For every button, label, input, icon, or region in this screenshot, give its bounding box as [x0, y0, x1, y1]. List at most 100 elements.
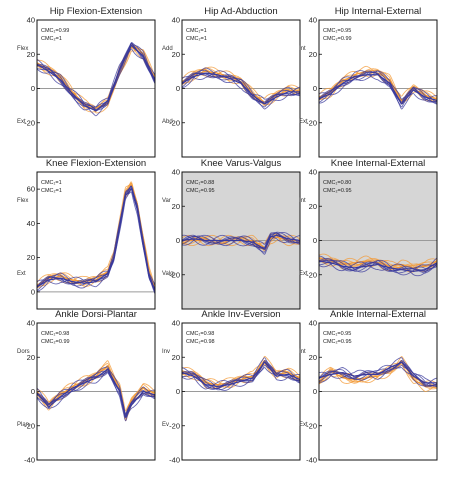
positive-direction-label: Dors	[17, 349, 30, 355]
plot-frame	[318, 19, 438, 158]
y-tick-label: 0	[313, 387, 317, 396]
y-tick-label: 20	[27, 353, 35, 362]
series-blue-line	[318, 357, 438, 387]
y-tick-label: 20	[172, 353, 180, 362]
negative-direction-label: Ext	[299, 271, 308, 277]
series-blue-line	[181, 232, 301, 248]
subplot-2: Hip Internal-External 40 20 0 -20 Int Ext CMC₁=…	[299, 6, 438, 158]
y-tick-label: 0	[31, 287, 35, 296]
series-orange-line	[181, 233, 301, 247]
series-blue-line	[318, 258, 438, 274]
y-tick-label: 0	[313, 84, 317, 93]
cmc-annotation: CMC₂=1	[41, 188, 62, 194]
series-blue-line	[36, 368, 156, 417]
plot-frame	[318, 171, 438, 310]
subplot-4: Knee Varus-Valgus 40 20 0 -20 Var Valg CMC₁=0.8…	[162, 158, 301, 310]
subplot-8: Ankle Internal-External 40 20 0 -20 -40 Int Ext…	[299, 309, 438, 465]
plot-frame	[181, 19, 301, 158]
cmc-annotation: CMC₁=0.95	[323, 331, 351, 337]
series-blue-line	[318, 259, 438, 272]
y-tick-label: 20	[309, 202, 317, 211]
plot-frame	[36, 171, 156, 310]
y-tick-label: -20	[169, 421, 180, 430]
subplot-7: Ankle Inv-Eversion 40 20 0 -20 -40 Inv Ev CMC₁=0…	[162, 309, 301, 465]
positive-direction-label: Flex	[17, 46, 28, 52]
plot-frame	[181, 171, 301, 310]
y-tick-label: -20	[24, 421, 35, 430]
panel-title: Ankle Internal-External	[330, 309, 426, 320]
cmc-annotation: CMC₂=0.95	[323, 339, 352, 345]
plot-frame	[181, 322, 301, 461]
panel-title: Knee Flexion-Extension	[46, 158, 146, 169]
series-blue-line	[318, 70, 438, 101]
subplot-6: Ankle Dorsi-Plantar 40 20 0 -20 -40 Dors Plan CM…	[17, 309, 156, 465]
y-tick-label: 40	[309, 168, 317, 177]
series-blue-line	[36, 372, 156, 414]
series-blue-line	[318, 260, 438, 274]
cmc-annotation: CMC₂=0.99	[41, 339, 70, 345]
y-tick-label: 0	[176, 84, 180, 93]
negative-direction-label: Valg	[162, 271, 174, 277]
y-tick-label: -40	[306, 456, 317, 465]
panel-title: Hip Ad-Abduction	[204, 6, 277, 17]
series-blue-line	[318, 255, 438, 277]
y-tick-label: 40	[27, 16, 35, 25]
cmc-annotation: CMC₁=1	[186, 28, 207, 34]
negative-direction-label: Ext	[17, 119, 26, 125]
y-tick-label: 20	[309, 50, 317, 59]
y-tick-label: -40	[24, 456, 35, 465]
y-tick-label: -40	[169, 456, 180, 465]
series-blue-line	[318, 70, 438, 108]
cmc-annotation: CMC₁=1	[41, 180, 62, 186]
series-blue-line	[181, 364, 301, 391]
series-blue-line	[36, 371, 156, 416]
cmc-annotation: CMC₂=0.95	[323, 188, 352, 194]
y-tick-label: 20	[309, 353, 317, 362]
y-tick-label: 60	[27, 185, 35, 194]
series-blue-line	[181, 234, 301, 247]
subplot-5: Knee Internal-External 40 20 0 -20 Int Ext CMC₁…	[299, 158, 438, 310]
series-blue-line	[181, 70, 301, 101]
series-blue-line	[36, 42, 156, 112]
y-tick-label: 40	[309, 16, 317, 25]
y-tick-label: 20	[172, 50, 180, 59]
series-blue-line	[36, 191, 156, 288]
y-tick-label: 20	[172, 202, 180, 211]
series-blue-line	[36, 48, 156, 117]
positive-direction-label: Var	[162, 198, 171, 204]
panel-title: Ankle Dorsi-Plantar	[55, 309, 137, 320]
panel-title: Hip Flexion-Extension	[50, 6, 142, 17]
series-orange-line	[181, 361, 301, 389]
y-tick-label: -20	[306, 118, 317, 127]
cmc-annotation: CMC₁=0.98	[41, 331, 69, 337]
plot-frame	[318, 322, 438, 461]
cmc-annotation: CMC₁=0.80	[323, 180, 351, 186]
y-tick-label: -20	[169, 270, 180, 279]
negative-direction-label: Ext	[17, 271, 26, 277]
y-tick-label: -20	[306, 421, 317, 430]
series-blue-line	[318, 360, 438, 388]
series-blue-line	[181, 69, 301, 108]
y-tick-label: 20	[27, 253, 35, 262]
subplot-0: Hip Flexion-Extension 40 20 0 -20 Flex Ext CMC₁…	[17, 6, 156, 158]
series-orange-line	[181, 68, 301, 105]
series-blue-line	[36, 42, 156, 108]
cmc-annotation: CMC₂=0.98	[186, 339, 215, 345]
negative-direction-label: Ev	[162, 422, 169, 428]
cmc-annotation: CMC₂=1	[41, 36, 62, 42]
y-tick-label: 40	[172, 16, 180, 25]
cmc-annotation: CMC₂=0.95	[186, 188, 215, 194]
plot-frame	[36, 322, 156, 461]
panel-title: Knee Varus-Valgus	[201, 158, 282, 169]
series-orange-line	[318, 360, 438, 388]
y-tick-label: 40	[172, 319, 180, 328]
positive-direction-label: Int	[299, 349, 306, 355]
y-tick-label: 0	[176, 236, 180, 245]
cmc-annotation: CMC₁=0.99	[41, 28, 69, 34]
negative-direction-label: Abd	[162, 119, 173, 125]
positive-direction-label: Int	[299, 198, 306, 204]
y-tick-label: 0	[31, 84, 35, 93]
series-blue-line	[181, 357, 301, 390]
y-tick-label: -20	[306, 270, 317, 279]
series-orange-line	[36, 43, 156, 108]
